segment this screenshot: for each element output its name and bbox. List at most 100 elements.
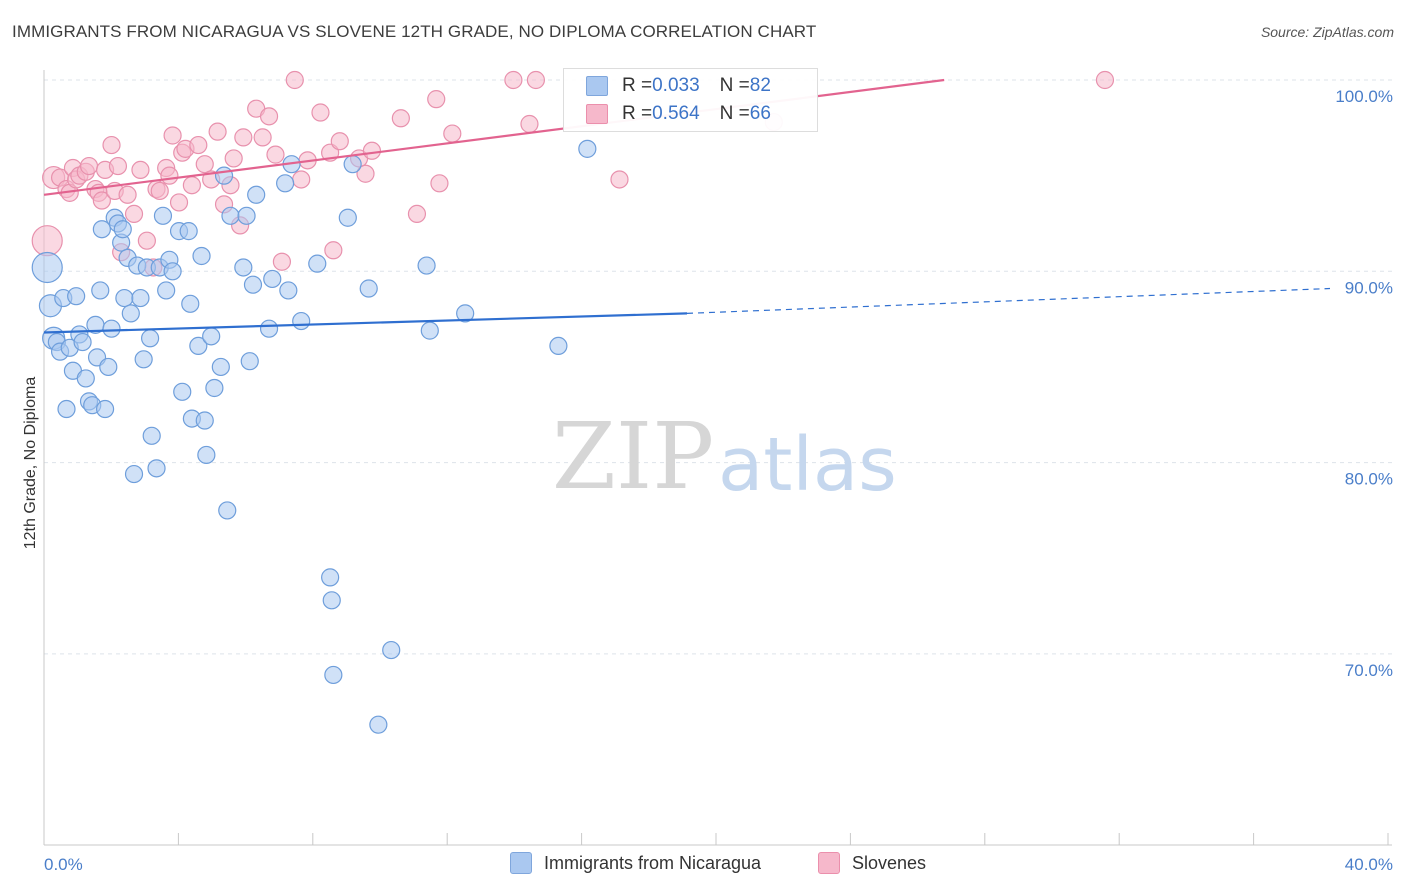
data-point-nicaragua <box>147 459 166 478</box>
data-point-slovenes <box>407 204 427 224</box>
data-point-slovenes <box>182 176 201 195</box>
data-point-nicaragua <box>179 222 198 241</box>
y-tick-label: 80.0% <box>1345 470 1393 489</box>
series-nicaragua-points <box>31 139 597 734</box>
data-point-nicaragua <box>163 262 182 281</box>
data-point-slovenes <box>124 204 144 224</box>
watermark-zip: ZIP <box>552 403 714 510</box>
bottom-legend-slovenes: Slovenes <box>818 852 926 874</box>
data-point-nicaragua <box>211 357 230 377</box>
legend-n-label: N = <box>719 75 750 96</box>
data-point-nicaragua <box>549 336 568 356</box>
data-point-nicaragua <box>142 426 161 445</box>
legend-n-value: 66 <box>749 103 771 124</box>
legend-n-value: 82 <box>749 75 771 96</box>
data-point-nicaragua <box>359 279 378 298</box>
chart-title: IMMIGRANTS FROM NICARAGUA VS SLOVENE 12T… <box>12 22 817 41</box>
data-point-slovenes <box>253 128 272 147</box>
data-point-slovenes <box>504 70 523 90</box>
data-point-nicaragua <box>157 281 176 300</box>
data-point-slovenes <box>356 164 375 183</box>
data-point-nicaragua <box>197 445 216 465</box>
data-point-nicaragua <box>181 294 200 313</box>
data-point-nicaragua <box>92 220 111 239</box>
data-point-slovenes <box>391 109 410 128</box>
x-tick-label: 40.0% <box>1345 855 1393 874</box>
data-point-nicaragua <box>324 665 343 685</box>
data-point-nicaragua <box>140 329 160 348</box>
data-point-nicaragua <box>115 288 134 308</box>
data-point-nicaragua <box>221 206 240 225</box>
data-point-nicaragua <box>153 206 173 225</box>
data-point-nicaragua <box>321 568 340 587</box>
data-point-nicaragua <box>67 287 86 306</box>
bottom-legend: Immigrants from Nicaragua Slovenes <box>0 852 1406 878</box>
data-point-nicaragua <box>192 246 211 266</box>
trend-line-nicaragua-extension <box>686 287 1331 314</box>
data-point-nicaragua <box>91 281 110 300</box>
legend-r-label: R = <box>622 103 653 124</box>
data-point-slovenes <box>610 170 629 189</box>
data-point-slovenes <box>92 191 111 210</box>
data-point-nicaragua <box>308 254 327 273</box>
data-point-slovenes <box>520 114 539 134</box>
data-point-nicaragua <box>420 321 439 340</box>
data-point-nicaragua <box>263 269 282 289</box>
data-point-nicaragua <box>240 352 259 371</box>
data-point-nicaragua <box>369 715 388 734</box>
data-point-nicaragua <box>113 220 132 239</box>
data-point-slovenes <box>526 70 545 90</box>
legend-r-value: 0.564 <box>652 103 700 124</box>
data-point-nicaragua <box>57 399 76 419</box>
data-point-nicaragua <box>218 501 237 520</box>
legend-r-label: R = <box>622 75 653 96</box>
data-point-nicaragua <box>95 399 115 419</box>
data-point-nicaragua <box>195 411 214 430</box>
data-point-nicaragua <box>279 281 298 300</box>
data-point-nicaragua <box>292 311 311 331</box>
data-point-slovenes <box>292 170 311 189</box>
axes <box>43 70 1392 846</box>
data-point-nicaragua <box>276 174 295 193</box>
bottom-legend-label-slovenes: Slovenes <box>852 852 927 873</box>
data-point-nicaragua <box>205 378 224 398</box>
data-point-slovenes <box>208 122 227 141</box>
data-point-nicaragua <box>343 155 362 174</box>
data-point-slovenes <box>137 231 156 250</box>
data-point-nicaragua <box>134 350 153 369</box>
data-point-nicaragua <box>131 288 150 308</box>
data-point-slovenes <box>169 193 189 212</box>
data-point-slovenes <box>79 156 99 176</box>
data-point-nicaragua <box>382 640 401 660</box>
data-point-slovenes <box>224 149 243 168</box>
data-point-slovenes <box>311 103 330 122</box>
data-point-nicaragua <box>456 304 475 323</box>
data-point-nicaragua <box>259 319 279 338</box>
data-point-slovenes <box>150 181 169 201</box>
data-point-nicaragua <box>189 336 208 356</box>
bottom-legend-swatch-nicaragua <box>510 852 532 874</box>
data-point-slovenes <box>324 241 343 260</box>
data-point-nicaragua <box>243 275 263 294</box>
data-point-slovenes <box>259 107 279 126</box>
data-point-nicaragua <box>322 591 341 610</box>
legend-swatch-nicaragua <box>586 76 608 96</box>
data-point-slovenes <box>285 70 304 90</box>
data-point-nicaragua <box>124 464 144 484</box>
source-credit: Source: ZipAtlas.com <box>1260 24 1394 40</box>
x-tick-label: 0.0% <box>44 855 83 874</box>
data-point-nicaragua <box>214 166 234 185</box>
data-point-slovenes <box>430 174 449 193</box>
bottom-legend-swatch-slovenes <box>818 852 840 874</box>
data-point-nicaragua <box>31 251 63 284</box>
data-point-slovenes <box>443 124 462 143</box>
data-point-slovenes <box>234 128 253 147</box>
data-point-nicaragua <box>202 327 221 346</box>
data-point-nicaragua <box>237 206 256 225</box>
y-tick-label: 90.0% <box>1345 278 1393 297</box>
data-point-nicaragua <box>73 332 92 352</box>
data-point-slovenes <box>31 225 63 257</box>
data-point-nicaragua <box>76 369 95 388</box>
data-point-slovenes <box>427 90 446 109</box>
